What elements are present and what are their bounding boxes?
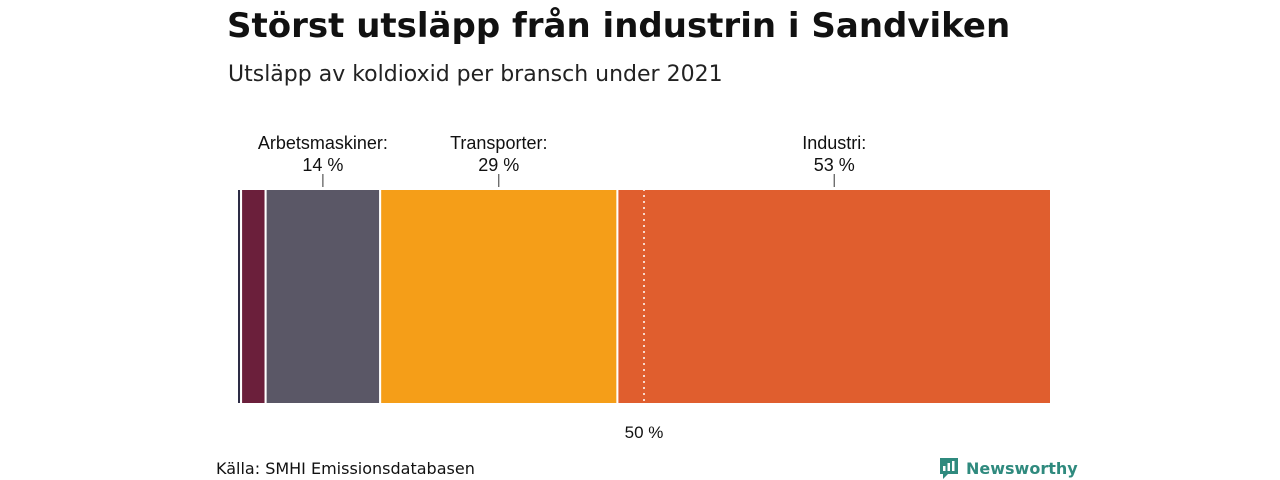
reference-line-group: 50 % [625, 189, 664, 442]
segment-label-transporter: Transporter: [450, 133, 547, 153]
segment-value-arbetsmaskiner: 14 % [302, 155, 343, 175]
chart-subtitle: Utsläpp av koldioxid per bransch under 2… [228, 62, 723, 87]
bar-segments [236, 188, 1052, 405]
segment-value-industri: 53 % [814, 155, 855, 175]
bar-segment--vrigt-2 [240, 188, 267, 405]
segment-value-transporter: 29 % [478, 155, 519, 175]
chart-title: Störst utsläpp från industrin i Sandvike… [227, 6, 1011, 46]
reference-line-label: 50 % [625, 423, 664, 442]
bar-segment-arbetsmaskiner [264, 188, 382, 405]
bar-segment-transporter [379, 188, 619, 405]
bar-segment-industri [616, 188, 1052, 405]
brand-logo: Newsworthy [938, 456, 1078, 480]
segment-labels: Arbetsmaskiner:14 % Transporter:29 % Indus… [258, 133, 866, 187]
brand-name: Newsworthy [966, 458, 1078, 478]
source-note: Källa: SMHI Emissionsdatabasen [216, 459, 475, 478]
segment-label-industri: Industri: [802, 133, 866, 153]
segment-label-arbetsmaskiner: Arbetsmaskiner: [258, 133, 388, 153]
newsworthy-icon [940, 458, 958, 479]
